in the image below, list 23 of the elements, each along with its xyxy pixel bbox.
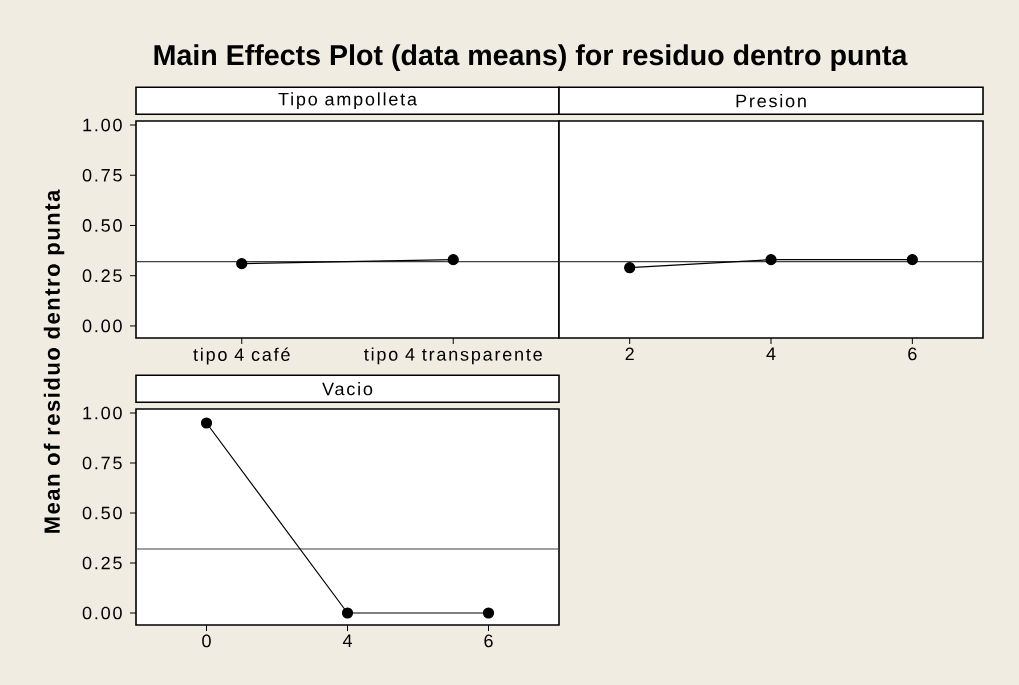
x-axis-title: Tipo ampolleta (278, 92, 417, 110)
chart-title: Main Effects Plot (data means) for residuo dentro punta (154, 44, 908, 71)
y-axis-title: Mean of residuo dentro punta (43, 189, 65, 533)
x-tick-label: 4 (342, 634, 352, 647)
x-axis-title: Vacio (322, 382, 373, 396)
y-tick-label: 1.00 (83, 406, 122, 420)
y-tick-label: 0.25 (82, 269, 122, 283)
y-tick-label: 0.75 (82, 456, 122, 470)
x-tick-label: 6 (908, 347, 917, 361)
y-tick-label: 0.50 (82, 506, 122, 520)
y-tick-label: 0.50 (82, 219, 122, 232)
x-tick-label: 0 (202, 634, 211, 648)
x-tick-label: tipo 4 transparente (364, 347, 542, 365)
y-tick-label: 0.00 (82, 606, 122, 620)
y-tick-label: 0.00 (82, 319, 122, 333)
x-tick-label: 6 (484, 634, 493, 648)
y-tick-label: 0.25 (82, 556, 122, 570)
x-axis-title: Presion (736, 94, 806, 108)
y-tick-label: 0.75 (82, 168, 122, 182)
x-tick-label: tipo 4 café (193, 347, 290, 365)
y-tick-label: 1.00 (83, 118, 122, 132)
x-tick-label: 2 (625, 347, 634, 361)
x-tick-label: 4 (766, 347, 776, 360)
